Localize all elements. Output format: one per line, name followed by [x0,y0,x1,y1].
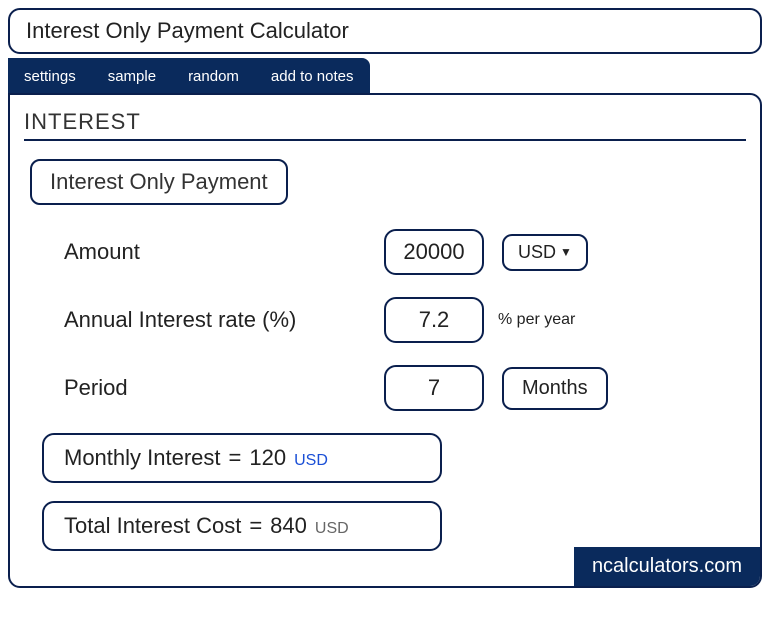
section-subtitle: Interest Only Payment [30,159,288,205]
tab-sample[interactable]: sample [92,58,172,95]
total-interest-label: Total Interest Cost [64,513,241,539]
monthly-interest-currency: USD [294,452,328,470]
currency-value: USD [518,242,556,263]
monthly-interest-label: Monthly Interest [64,445,221,471]
tab-settings[interactable]: settings [8,58,92,95]
equals-sign: = [229,445,242,471]
amount-label: Amount [64,239,384,265]
period-input[interactable]: 7 [384,365,484,411]
monthly-interest-value: 120 [249,445,286,471]
rate-unit: % per year [498,311,575,329]
period-label: Period [64,375,384,401]
page-title: Interest Only Payment Calculator [8,8,762,54]
total-interest-currency: USD [315,520,349,538]
period-unit[interactable]: Months [502,367,608,410]
section-heading: INTEREST [24,109,746,141]
rate-input[interactable]: 7.2 [384,297,484,343]
rate-label: Annual Interest rate (%) [64,307,384,333]
tab-add-to-notes[interactable]: add to notes [255,58,370,95]
rate-row: Annual Interest rate (%) 7.2 % per year [24,297,746,343]
equals-sign: = [249,513,262,539]
total-interest-result: Total Interest Cost = 840 USD [42,501,442,551]
amount-input[interactable]: 20000 [384,229,484,275]
total-interest-value: 840 [270,513,307,539]
tab-random[interactable]: random [172,58,255,95]
period-row: Period 7 Months [24,365,746,411]
currency-select[interactable]: USD ▼ [502,234,588,271]
footer-brand[interactable]: ncalculators.com [574,547,760,586]
amount-row: Amount 20000 USD ▼ [24,229,746,275]
monthly-interest-result: Monthly Interest = 120 USD [42,433,442,483]
calculator-panel: INTEREST Interest Only Payment Amount 20… [8,93,762,588]
chevron-down-icon: ▼ [560,245,572,259]
tab-bar: settings sample random add to notes [8,58,370,95]
